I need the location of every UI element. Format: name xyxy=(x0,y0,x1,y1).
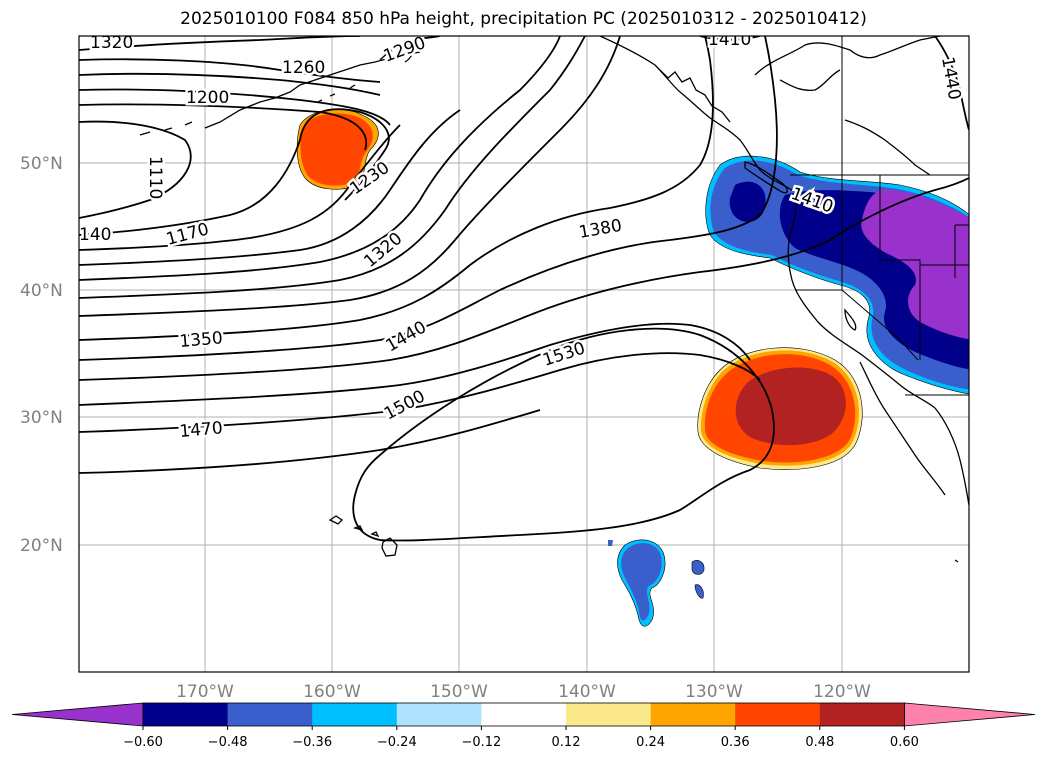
contour-label: 1410 xyxy=(708,30,751,50)
colorbar-tick-label: −0.48 xyxy=(208,735,248,750)
colorbar-ticks: −0.60 −0.48 −0.36 −0.24 −0.12 0.12 0.24 0.36 0.4… xyxy=(123,726,919,750)
lon-label: 150°W xyxy=(430,682,488,702)
colorbar-extend-high xyxy=(904,702,1036,727)
contour-label: 1200 xyxy=(186,88,229,108)
lat-label: 40°N xyxy=(20,281,63,301)
precip-positive-north xyxy=(296,109,379,190)
colorbar-segment xyxy=(227,703,313,726)
lon-label: 130°W xyxy=(685,682,743,702)
colorbar-segment xyxy=(650,703,736,726)
lat-label: 50°N xyxy=(20,154,63,174)
colorbar-segment xyxy=(819,703,905,726)
colorbar-segment xyxy=(735,703,821,726)
height-contours xyxy=(79,36,969,542)
colorbar-tick-label: −0.24 xyxy=(377,735,417,750)
colorbar-tick-label: 0.36 xyxy=(721,735,750,750)
colorbar-tick-label: 0.60 xyxy=(890,735,919,750)
colorbar-segment xyxy=(481,703,567,726)
contour-label: 1350 xyxy=(179,328,224,352)
colorbar-tick-label: −0.12 xyxy=(461,735,501,750)
precip-positive-south xyxy=(697,347,863,470)
colorbar-segment xyxy=(312,703,398,726)
latitude-labels: 50°N 40°N 30°N 20°N xyxy=(20,154,63,556)
lon-label: 120°W xyxy=(813,682,871,702)
lon-label: 160°W xyxy=(303,682,361,702)
contour-label: 1470 xyxy=(179,418,224,442)
colorbar-extend-low xyxy=(11,702,144,727)
colorbar-tick-label: −0.60 xyxy=(123,735,163,750)
colorbar xyxy=(11,702,1036,727)
precip-negative-northwest xyxy=(705,155,969,395)
contour-label: 1110 xyxy=(145,156,165,199)
contour-label: 1320 xyxy=(90,33,133,53)
colorbar-segment xyxy=(396,703,482,726)
longitude-labels: 170°W 160°W 150°W 140°W 130°W 120°W xyxy=(176,682,871,702)
coastlines xyxy=(139,36,969,563)
colorbar-tick-label: −0.36 xyxy=(292,735,332,750)
colorbar-outline xyxy=(142,702,905,727)
colorbar-tick-label: 0.48 xyxy=(805,735,834,750)
lon-label: 170°W xyxy=(176,682,234,702)
colorbar-tick-label: 0.12 xyxy=(552,735,581,750)
colorbar-segment xyxy=(566,703,652,726)
lat-label: 20°N xyxy=(20,536,63,556)
contour-label: 1260 xyxy=(282,58,325,78)
contour-label: 140 xyxy=(79,225,111,245)
colorbar-tick-label: 0.24 xyxy=(636,735,665,750)
lat-label: 30°N xyxy=(20,408,63,428)
precip-negative-south xyxy=(608,539,705,627)
map-title: 2025010100 F084 850 hPa height, precipit… xyxy=(180,9,867,29)
lon-label: 140°W xyxy=(558,682,616,702)
map-frame xyxy=(78,35,970,673)
colorbar-segment xyxy=(143,703,229,726)
